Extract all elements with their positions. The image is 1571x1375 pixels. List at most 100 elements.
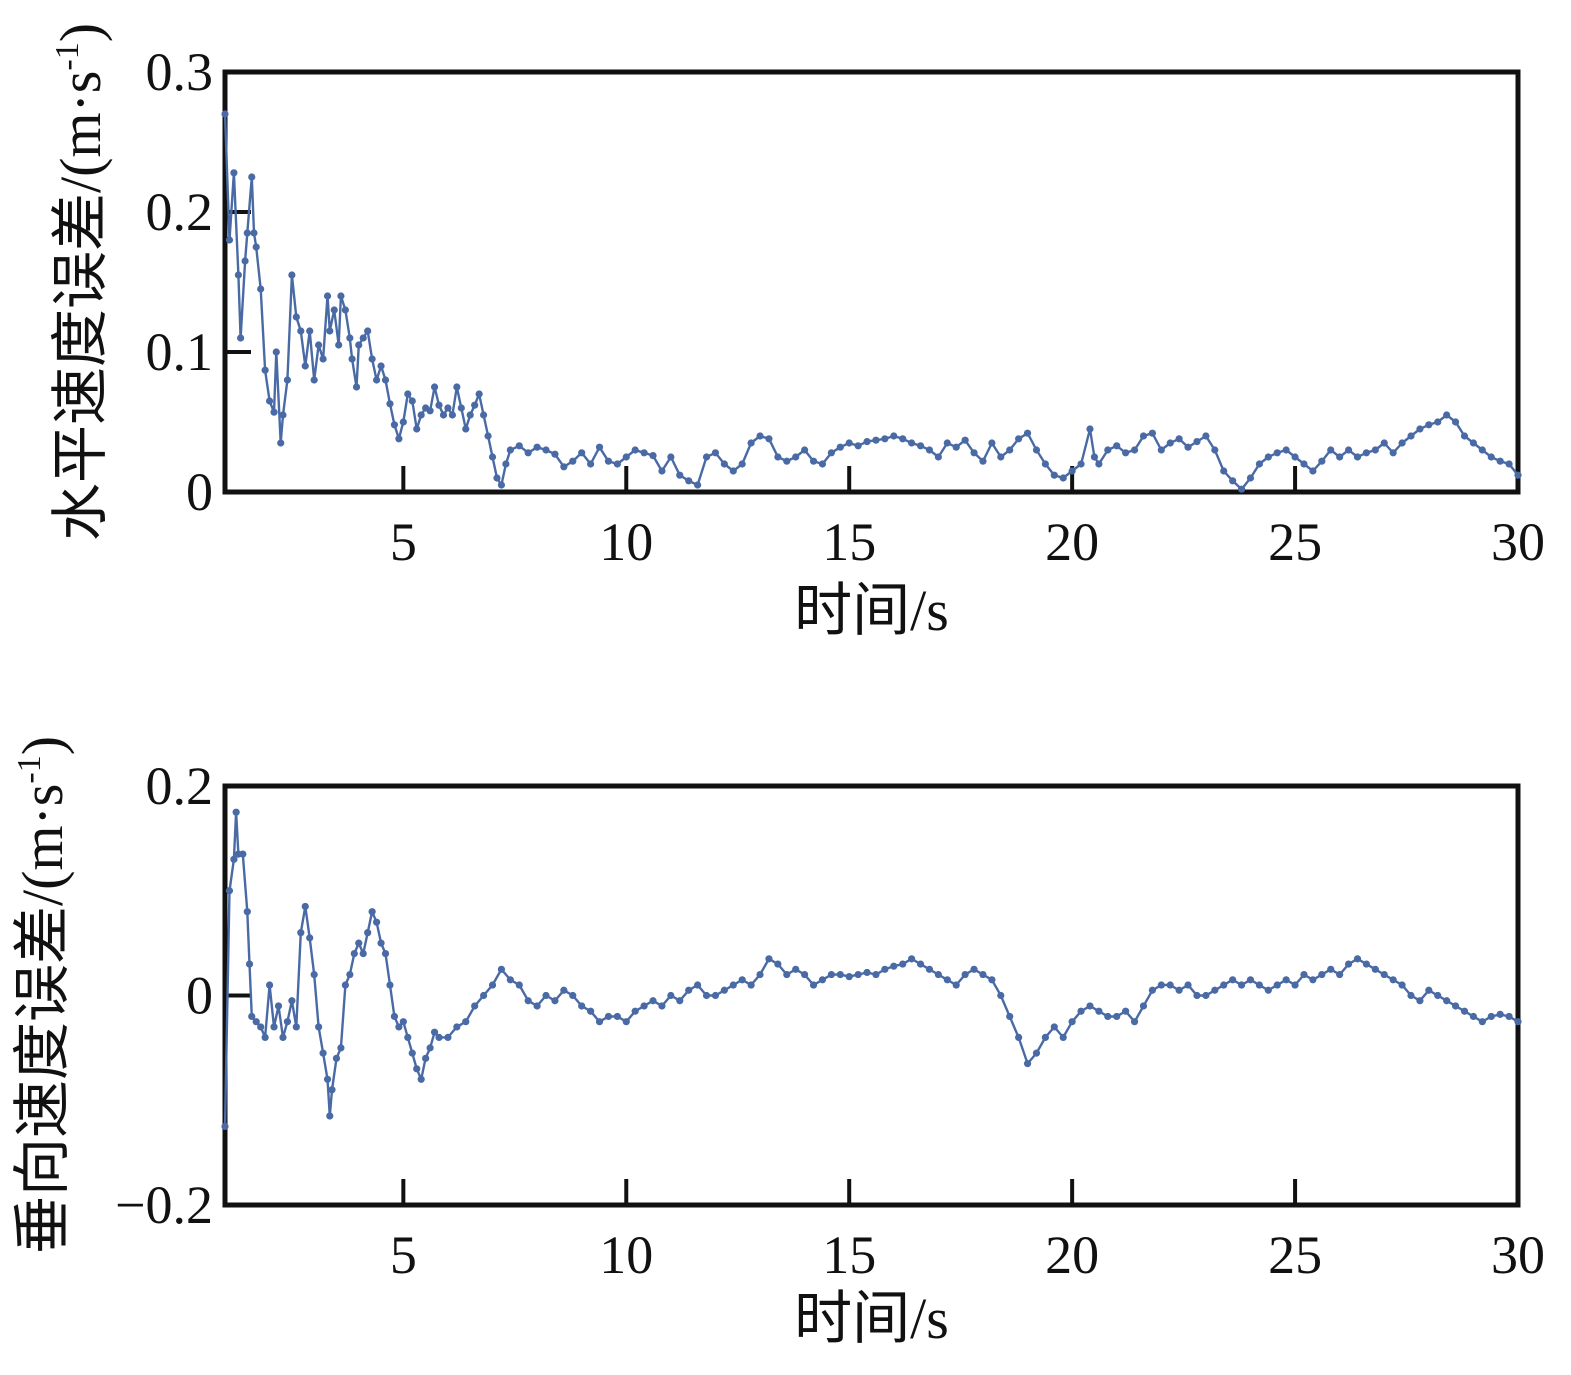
data-point <box>1220 981 1228 989</box>
y-tick-label: 0.3 <box>146 42 214 102</box>
data-point <box>1130 446 1139 454</box>
data-point <box>328 1086 336 1094</box>
data-point <box>1443 997 1451 1005</box>
data-point <box>783 457 791 465</box>
data-point <box>359 334 367 342</box>
data-point <box>685 477 693 485</box>
data-point <box>1193 438 1201 446</box>
data-point <box>943 976 951 984</box>
data-point <box>1336 453 1344 461</box>
data-point <box>1130 1018 1139 1026</box>
data-point <box>952 981 960 989</box>
y-axis-title-main: 水平速度误差/(m·s <box>48 71 113 541</box>
data-point <box>988 439 996 447</box>
x-tick-label: 10 <box>599 1225 653 1285</box>
data-point <box>346 970 354 979</box>
data-point <box>631 446 639 454</box>
data-point <box>297 327 305 335</box>
data-point <box>720 986 728 994</box>
data-point <box>1318 970 1326 979</box>
data-point <box>506 976 514 984</box>
data-point <box>252 243 260 251</box>
data-point <box>323 1075 332 1083</box>
data-point <box>1478 446 1486 454</box>
data-point <box>925 965 934 973</box>
data-point <box>729 467 737 475</box>
data-point <box>1237 981 1246 989</box>
data-point <box>243 229 251 237</box>
data-point <box>386 400 394 408</box>
data-point <box>649 452 657 460</box>
data-point <box>774 453 782 461</box>
data-point <box>252 1018 260 1026</box>
data-point <box>979 457 987 465</box>
data-point <box>711 991 720 1000</box>
data-point <box>818 460 827 468</box>
data-point <box>604 1012 613 1021</box>
data-point <box>1237 485 1246 493</box>
data-point <box>497 481 506 489</box>
data-point <box>404 390 412 398</box>
data-point <box>792 965 800 973</box>
data-point <box>649 997 657 1005</box>
data-point <box>676 471 684 479</box>
data-point <box>283 1018 292 1026</box>
data-point <box>471 1002 479 1010</box>
data-point <box>283 376 292 384</box>
data-point <box>747 439 755 447</box>
data-point <box>1362 449 1371 457</box>
data-point <box>533 443 541 451</box>
data-point <box>413 425 421 433</box>
x-tick-label: 5 <box>390 1225 417 1285</box>
data-point <box>640 1002 648 1010</box>
data-point <box>221 110 229 118</box>
data-point <box>1068 1018 1076 1026</box>
data-point <box>774 960 782 968</box>
data-point <box>1023 1059 1032 1068</box>
data-point <box>801 446 809 454</box>
data-point <box>395 435 403 443</box>
data-point <box>836 443 844 451</box>
data-point <box>245 960 254 968</box>
data-point <box>1496 457 1504 465</box>
x-tick-label: 15 <box>822 1225 876 1285</box>
data-point <box>1407 991 1415 1000</box>
data-point <box>908 439 916 447</box>
data-point <box>270 408 278 416</box>
data-point <box>1104 446 1112 454</box>
data-point <box>934 453 942 461</box>
data-point <box>881 965 889 973</box>
data-point <box>1202 432 1210 440</box>
data-point <box>417 1075 425 1083</box>
data-point <box>1246 976 1255 984</box>
data-point <box>1398 981 1406 989</box>
data-point <box>952 443 960 451</box>
data-point <box>1514 1018 1522 1026</box>
plot-frame <box>222 69 1521 495</box>
data-point <box>426 1044 434 1052</box>
data-point <box>1220 467 1228 475</box>
data-point <box>261 366 269 374</box>
data-point <box>979 970 987 979</box>
data-point <box>315 341 323 349</box>
data-point <box>1327 965 1335 973</box>
data-point <box>337 292 345 300</box>
data-point <box>1077 1007 1085 1015</box>
data-point <box>326 327 334 335</box>
data-point <box>1496 1010 1504 1018</box>
data-point <box>1086 425 1094 433</box>
data-point <box>475 390 483 398</box>
data-point <box>1327 446 1335 454</box>
data-point <box>524 449 532 457</box>
data-point <box>756 432 764 440</box>
data-point <box>765 955 773 963</box>
data-point <box>872 970 880 979</box>
data-point <box>587 1007 595 1015</box>
data-point <box>587 460 595 468</box>
data-point <box>702 991 711 1000</box>
data-point <box>1425 986 1433 994</box>
data-point <box>337 1044 345 1052</box>
data-point <box>288 997 296 1005</box>
data-point <box>1398 439 1406 447</box>
